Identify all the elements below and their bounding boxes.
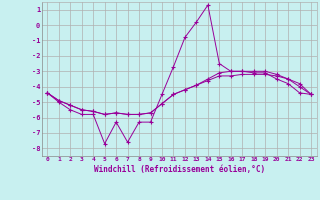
X-axis label: Windchill (Refroidissement éolien,°C): Windchill (Refroidissement éolien,°C) <box>94 165 265 174</box>
